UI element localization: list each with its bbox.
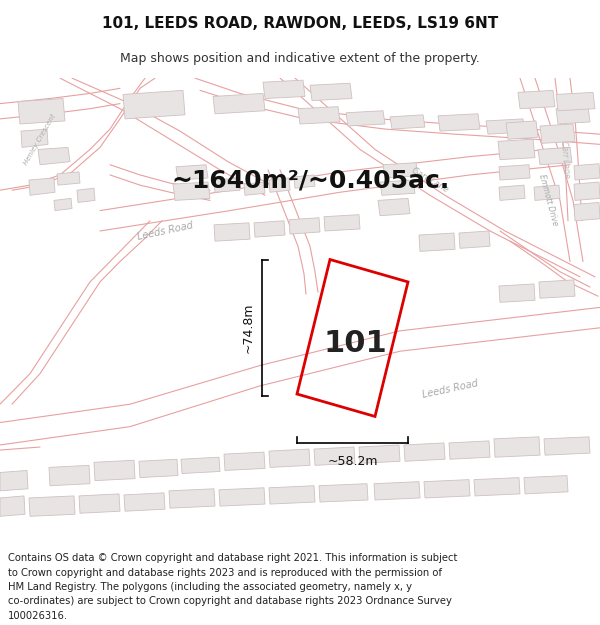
Polygon shape (57, 172, 80, 185)
Text: Contains OS data © Crown copyright and database right 2021. This information is : Contains OS data © Crown copyright and d… (8, 553, 457, 563)
Polygon shape (419, 233, 455, 251)
Polygon shape (518, 91, 555, 109)
Polygon shape (213, 93, 265, 114)
Polygon shape (54, 198, 72, 211)
Polygon shape (176, 165, 208, 180)
Polygon shape (539, 280, 575, 298)
Text: ~58.2m: ~58.2m (327, 455, 378, 468)
Polygon shape (534, 185, 560, 201)
Text: 101, LEEDS ROAD, RAWDON, LEEDS, LS19 6NT: 101, LEEDS ROAD, RAWDON, LEEDS, LS19 6NT (102, 16, 498, 31)
Polygon shape (269, 449, 310, 468)
Polygon shape (269, 486, 315, 504)
Polygon shape (269, 178, 290, 192)
Polygon shape (77, 188, 95, 202)
Polygon shape (538, 148, 572, 165)
Polygon shape (38, 148, 70, 165)
Polygon shape (499, 284, 535, 302)
Polygon shape (29, 178, 55, 195)
Polygon shape (544, 437, 590, 455)
Text: to Crown copyright and database rights 2023 and is reproduced with the permissio: to Crown copyright and database rights 2… (8, 568, 442, 578)
Polygon shape (298, 107, 340, 124)
Polygon shape (499, 185, 525, 201)
Polygon shape (319, 484, 368, 502)
Polygon shape (359, 445, 400, 463)
Text: 100026316.: 100026316. (8, 611, 68, 621)
Polygon shape (374, 482, 420, 500)
Polygon shape (524, 476, 568, 494)
Polygon shape (0, 496, 25, 516)
Text: 101: 101 (323, 329, 387, 357)
Polygon shape (254, 221, 285, 237)
Polygon shape (18, 99, 65, 124)
Polygon shape (574, 164, 600, 180)
Polygon shape (380, 180, 415, 195)
Polygon shape (289, 217, 320, 234)
Polygon shape (574, 182, 600, 201)
Text: Emmott Drive: Emmott Drive (537, 174, 559, 227)
Polygon shape (506, 121, 538, 139)
Text: ~1640m²/~0.405ac.: ~1640m²/~0.405ac. (171, 168, 449, 192)
Polygon shape (263, 80, 305, 99)
Polygon shape (314, 447, 355, 466)
Text: Carr Lane: Carr Lane (559, 141, 571, 179)
Polygon shape (214, 178, 240, 192)
Polygon shape (0, 471, 28, 491)
Polygon shape (310, 83, 352, 101)
Text: Leeds Road: Leeds Road (136, 220, 194, 242)
Polygon shape (390, 115, 425, 129)
Polygon shape (124, 493, 165, 511)
Polygon shape (123, 91, 185, 119)
Polygon shape (214, 223, 250, 241)
Text: co-ordinates) are subject to Crown copyright and database rights 2023 Ordnance S: co-ordinates) are subject to Crown copyr… (8, 596, 452, 606)
Polygon shape (219, 488, 265, 506)
Polygon shape (540, 124, 575, 143)
Text: Leeds Road: Leeds Road (421, 378, 479, 400)
Polygon shape (404, 443, 445, 461)
Polygon shape (498, 139, 535, 159)
Polygon shape (459, 231, 490, 248)
Polygon shape (438, 114, 480, 131)
Polygon shape (556, 92, 595, 111)
Polygon shape (474, 478, 520, 496)
Polygon shape (324, 214, 360, 231)
Polygon shape (169, 489, 215, 508)
Polygon shape (49, 466, 90, 486)
Polygon shape (181, 458, 220, 474)
Text: HM Land Registry. The polygons (including the associated geometry, namely x, y: HM Land Registry. The polygons (includin… (8, 582, 412, 592)
Polygon shape (173, 182, 210, 201)
Polygon shape (449, 441, 490, 459)
Polygon shape (79, 494, 120, 513)
Polygon shape (378, 198, 410, 216)
Polygon shape (424, 479, 470, 498)
Polygon shape (574, 202, 600, 221)
Text: ~74.8m: ~74.8m (241, 302, 254, 353)
Polygon shape (556, 107, 590, 124)
Text: Map shows position and indicative extent of the property.: Map shows position and indicative extent… (120, 52, 480, 65)
Polygon shape (494, 437, 540, 458)
Polygon shape (21, 129, 48, 148)
Polygon shape (139, 459, 178, 478)
Text: Carr Lane: Carr Lane (410, 166, 450, 194)
Polygon shape (383, 162, 418, 178)
Polygon shape (499, 165, 530, 180)
Polygon shape (94, 460, 135, 481)
Polygon shape (486, 119, 525, 134)
Polygon shape (346, 111, 385, 126)
Polygon shape (29, 496, 75, 516)
Polygon shape (224, 452, 265, 471)
Polygon shape (294, 175, 315, 188)
Text: Henley Crescent: Henley Crescent (23, 112, 57, 166)
Polygon shape (244, 182, 265, 195)
